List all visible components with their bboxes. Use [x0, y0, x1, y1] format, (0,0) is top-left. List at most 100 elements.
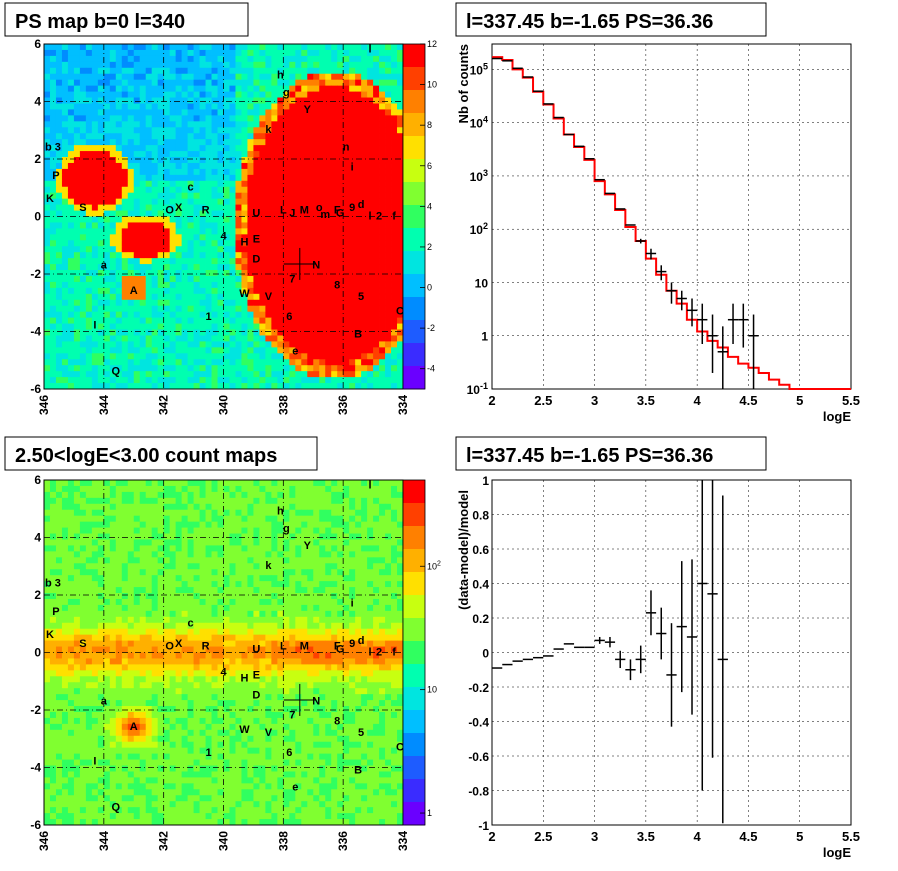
heatmap-cell: [133, 563, 141, 570]
heatmap-cell: [151, 353, 159, 360]
heatmap-cell: [103, 497, 111, 505]
heatmap-cell: [271, 347, 278, 354]
heatmap-cell: [181, 557, 188, 564]
heatmap-cell: [331, 228, 338, 235]
heatmap-cell: [181, 216, 188, 223]
heatmap-cell: [343, 593, 350, 600]
heatmap-cell: [391, 329, 398, 336]
heatmap-cell: [391, 157, 398, 164]
heatmap-cell: [205, 151, 212, 158]
heatmap-cell: [307, 491, 314, 499]
heatmap-cell: [319, 210, 326, 217]
heatmap-cell: [229, 240, 236, 247]
heatmap-cell: [211, 210, 218, 217]
heatmap-cell: [115, 521, 123, 528]
heatmap-cell: [313, 216, 320, 223]
heatmap-cell: [109, 281, 117, 289]
heatmap-cell: [49, 365, 57, 372]
heatmap-cell: [385, 581, 392, 588]
heatmap-cell: [151, 270, 159, 277]
heatmap-cell: [253, 383, 260, 390]
heatmap-cell: [367, 353, 374, 360]
heatmap-cell: [79, 299, 87, 307]
heatmap-cell: [44, 103, 51, 110]
colorbar-tick-label: 0: [427, 283, 432, 293]
heatmap-cell: [289, 115, 296, 122]
heatmap-cell: [241, 293, 248, 301]
heatmap-cell: [391, 527, 398, 534]
heatmap-cell: [355, 246, 362, 253]
heatmap-cell: [349, 270, 356, 277]
heatmap-cell: [157, 145, 165, 152]
heatmap-cell: [355, 151, 362, 158]
heatmap-cell: [151, 371, 159, 378]
heatmap-cell: [211, 593, 218, 600]
heatmap-cell: [73, 97, 81, 104]
heatmap-cell: [85, 281, 93, 289]
heatmap-cell: [115, 91, 123, 98]
heatmap-cell: [385, 216, 392, 223]
heatmap-cell: [247, 67, 254, 75]
heatmap-cell: [295, 377, 302, 384]
heatmap-cell: [283, 491, 290, 499]
heatmap-cell: [229, 61, 236, 69]
heatmap-cell: [229, 91, 236, 98]
heatmap-cell: [199, 204, 206, 211]
heatmap-cell: [199, 198, 206, 206]
heatmap-cell: [229, 329, 236, 336]
heatmap-cell: [373, 73, 380, 81]
heatmap-cell: [205, 174, 212, 182]
heatmap-cell: [151, 563, 159, 570]
heatmap-cell: [169, 67, 177, 75]
heatmap-cell: [157, 533, 165, 540]
heatmap-cell: [157, 85, 165, 92]
heatmap-cell: [265, 383, 272, 390]
heatmap-cell: [331, 49, 338, 57]
heatmap-cell: [343, 383, 350, 390]
heatmap-cell: [295, 293, 302, 301]
heatmap-cell: [373, 539, 380, 546]
heatmap-cell: [361, 79, 368, 87]
heatmap-cell: [325, 323, 332, 330]
heatmap-cell: [127, 103, 135, 110]
heatmap-cell: [79, 139, 87, 146]
heatmap-cell: [91, 73, 99, 81]
heatmap-cell: [337, 491, 344, 499]
heatmap-cell: [193, 377, 200, 384]
heatmap-cell: [85, 97, 93, 104]
colorbar-swatch: [403, 274, 425, 281]
heatmap-cell: [127, 222, 135, 229]
heatmap-cell: [139, 480, 147, 487]
heatmap-cell: [205, 323, 212, 330]
heatmap-cell: [265, 509, 272, 517]
heatmap-cell: [133, 323, 141, 330]
heatmap-cell: [367, 569, 374, 576]
heatmap-cell: [343, 299, 350, 307]
heatmap-cell: [319, 44, 326, 51]
heatmap-cell: [319, 365, 326, 372]
heatmap-cell: [253, 323, 260, 330]
heatmap-cell: [337, 73, 344, 81]
heatmap-cell: [157, 139, 165, 146]
heatmap-cell: [163, 509, 171, 517]
heatmap-cell: [229, 293, 236, 301]
heatmap-cell: [385, 593, 392, 600]
heatmap-cell: [289, 109, 296, 116]
heatmap-cell: [199, 61, 206, 69]
heatmap-cell: [349, 485, 356, 493]
heatmap-cell: [169, 127, 177, 134]
heatmap-cell: [361, 497, 368, 505]
heatmap-cell: [385, 192, 392, 200]
heatmap-cell: [115, 353, 123, 360]
heatmap-cell: [73, 497, 81, 505]
heatmap-cell: [223, 240, 230, 247]
heatmap-cell: [91, 270, 99, 277]
heatmap-cell: [325, 527, 332, 534]
heatmap-cell: [289, 127, 296, 134]
heatmap-cell: [277, 204, 284, 211]
heatmap-cell: [127, 174, 135, 182]
colorbar-swatch: [403, 113, 425, 120]
heatmap-cell: [211, 216, 218, 223]
heatmap-cell: [151, 503, 159, 511]
heatmap-cell: [61, 186, 69, 194]
